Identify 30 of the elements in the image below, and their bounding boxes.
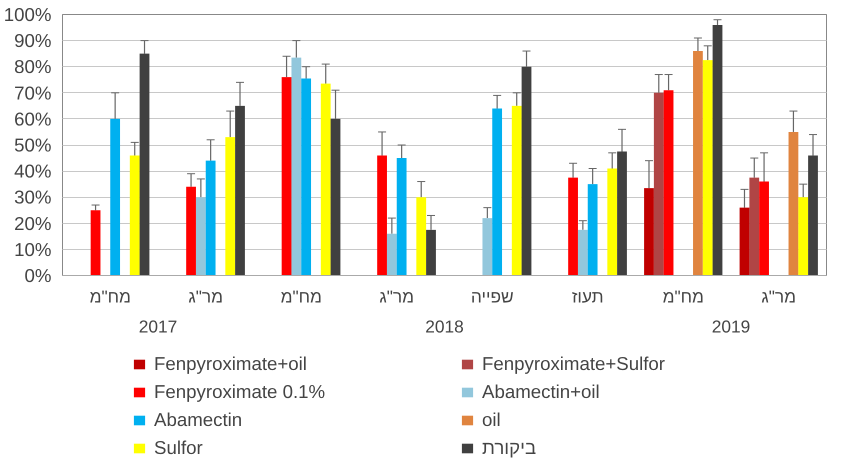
x-tick-label: מר"ג <box>188 286 224 306</box>
legend-label: Sulfor <box>154 437 204 459</box>
x-tick-label: מח"מ <box>662 286 704 306</box>
legend-label: Abamectin <box>154 409 244 431</box>
legend-label: ביקורת <box>482 437 538 459</box>
x-tick-label: תעוז <box>572 286 604 306</box>
y-tick-label: 20% <box>14 212 52 234</box>
y-tick-label: 40% <box>14 160 52 182</box>
legend-label: Fenpyroximate+oil <box>154 353 308 375</box>
x-tick-label: מח"מ <box>90 286 131 306</box>
x-tick-label: מר"ג <box>761 286 796 306</box>
legend-label: oil <box>482 409 502 431</box>
y-tick-label: 10% <box>14 238 52 260</box>
legend-label: Abamectin+oil <box>482 381 601 403</box>
x-tick-label: מח"מ <box>280 286 322 306</box>
y-tick-label: 90% <box>14 30 52 52</box>
legend-label: Fenpyroximate 0.1% <box>154 381 326 403</box>
y-tick-label: 0% <box>24 265 52 286</box>
text: 2018 <box>425 316 464 336</box>
y-tick-label: 70% <box>14 82 52 104</box>
y-tick-label: 50% <box>14 134 52 156</box>
text: 2017 <box>138 316 178 336</box>
y-tick-label: 60% <box>14 108 52 130</box>
x-tick-label: שפייה <box>470 286 514 306</box>
y-tick-label: 100% <box>4 4 52 25</box>
x-tick-label: מר"ג <box>379 286 414 306</box>
y-tick-label: 80% <box>14 56 52 78</box>
text: 2019 <box>712 316 750 336</box>
legend-label: Fenpyroximate+Sulfor <box>482 353 666 375</box>
y-tick-label: 30% <box>14 186 52 208</box>
